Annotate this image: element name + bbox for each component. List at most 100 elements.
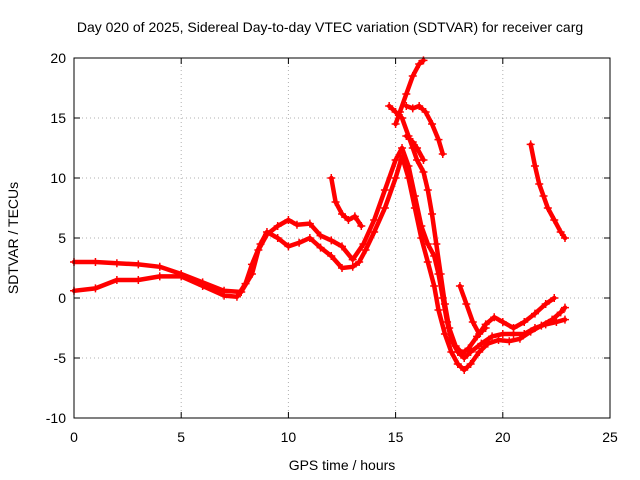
data-point-track-2-42 — [515, 334, 524, 343]
data-point-track-3-22 — [530, 309, 539, 318]
data-point-track-2-33 — [440, 330, 449, 338]
x-tick-label: 25 — [602, 429, 618, 445]
data-point-track-1-21 — [370, 216, 379, 224]
data-point-track-1-39 — [498, 330, 507, 338]
data-point-track-5-5 — [434, 135, 443, 144]
data-point-track-7-5 — [550, 216, 559, 224]
data-point-track-1-19 — [348, 255, 357, 264]
data-point-track-2-1 — [91, 284, 100, 293]
x-tick-label: 0 — [70, 429, 78, 445]
data-point-track-2-26 — [398, 152, 407, 161]
data-point-track-1-4 — [155, 262, 164, 271]
data-point-track-2-18 — [327, 252, 336, 260]
data-point-track-3-0 — [385, 102, 394, 110]
data-point-track-9-1 — [462, 300, 471, 308]
data-point-track-2-19 — [338, 264, 346, 272]
data-point-track-3-8 — [428, 210, 437, 218]
data-point-track-2-5 — [177, 272, 186, 281]
y-axis-label: SDTVAR / TECUs — [5, 182, 21, 294]
data-point-track-2-45 — [548, 315, 557, 324]
data-point-track-3-11 — [440, 300, 449, 308]
data-point-track-1-15 — [305, 219, 314, 228]
data-point-track-4-3 — [408, 72, 417, 80]
data-point-track-8-1 — [331, 198, 340, 206]
data-point-track-2-39 — [483, 339, 492, 348]
data-point-track-4-2 — [402, 90, 411, 98]
y-tick-label: 0 — [58, 290, 66, 306]
data-point-track-6-0 — [402, 132, 411, 140]
data-point-track-2-47 — [560, 303, 569, 312]
data-point-track-5-0 — [402, 102, 411, 110]
x-axis-label: GPS time / hours — [289, 457, 396, 473]
data-point-track-2-13 — [273, 234, 282, 242]
data-point-track-2-31 — [430, 282, 439, 290]
data-point-track-1-17 — [327, 236, 336, 245]
y-tick-label: 5 — [58, 230, 66, 246]
data-point-track-3-21 — [520, 318, 529, 326]
data-point-track-8-4 — [350, 212, 359, 221]
data-point-track-1-24 — [398, 144, 407, 152]
data-point-track-1-44 — [552, 318, 561, 326]
data-point-track-2-29 — [417, 234, 426, 242]
data-point-track-6-1 — [408, 138, 417, 146]
data-point-track-2-43 — [526, 327, 535, 336]
data-point-track-2-36 — [460, 366, 469, 374]
data-point-track-3-19 — [498, 318, 507, 326]
data-point-track-7-2 — [535, 180, 544, 188]
data-point-track-9-4 — [481, 324, 490, 332]
data-point-track-2-23 — [370, 228, 379, 236]
data-point-track-2-37 — [466, 360, 475, 368]
data-point-track-2-17 — [316, 243, 325, 252]
y-tick-label: 20 — [50, 50, 66, 66]
data-point-track-2-2 — [112, 276, 121, 284]
data-point-track-2-25 — [391, 174, 400, 182]
data-point-track-1-2 — [112, 259, 121, 268]
data-point-track-1-12 — [273, 222, 282, 230]
data-point-track-3-10 — [436, 270, 445, 278]
data-point-track-2-38 — [475, 348, 484, 356]
data-point-track-3-9 — [432, 240, 441, 248]
data-point-track-7-4 — [543, 204, 552, 212]
data-point-track-4-4 — [415, 60, 424, 68]
data-point-track-2-16 — [305, 234, 314, 242]
series-layer — [70, 56, 569, 374]
data-point-track-9-0 — [455, 282, 464, 290]
data-point-track-6-3 — [419, 156, 428, 164]
x-tick-label: 20 — [495, 429, 511, 445]
data-point-track-4-1 — [395, 108, 404, 116]
data-point-track-5-6 — [438, 150, 447, 158]
y-tick-label: 10 — [50, 170, 66, 186]
data-point-track-5-2 — [415, 102, 424, 110]
x-tick-label: 10 — [281, 429, 297, 445]
data-point-track-2-7 — [220, 291, 229, 300]
data-point-track-2-10 — [247, 260, 256, 269]
series-line-track-6 — [404, 133, 426, 163]
data-point-track-2-12 — [262, 228, 271, 236]
data-point-track-6-2 — [413, 144, 422, 152]
data-point-track-9-2 — [468, 318, 477, 326]
data-point-track-3-14 — [458, 349, 467, 358]
data-point-track-2-32 — [434, 306, 443, 314]
y-tick-label: -10 — [46, 410, 66, 426]
data-point-track-5-4 — [428, 120, 437, 128]
data-point-track-1-35 — [460, 354, 469, 362]
data-point-track-8-3 — [344, 216, 353, 224]
data-point-track-2-8 — [232, 292, 241, 301]
data-point-track-2-3 — [134, 276, 143, 284]
data-point-track-2-22 — [361, 246, 370, 254]
data-point-track-8-0 — [327, 174, 336, 182]
data-point-track-7-0 — [526, 140, 535, 149]
tick-layer: 0 5 10 15 20 25 -10 -5 0 5 10 15 20 — [46, 50, 618, 445]
data-point-track-1-3 — [134, 260, 143, 269]
data-point-track-2-11 — [256, 240, 265, 248]
data-point-track-2-24 — [380, 204, 389, 212]
data-point-track-2-9 — [241, 279, 250, 288]
data-point-track-1-13 — [284, 216, 293, 224]
data-point-track-1-22 — [380, 186, 389, 194]
data-point-track-3-20 — [509, 324, 518, 332]
data-point-track-7-1 — [530, 162, 539, 170]
data-point-track-3-7 — [423, 186, 432, 194]
data-point-track-2-28 — [410, 204, 419, 212]
data-point-track-1-18 — [338, 242, 346, 251]
